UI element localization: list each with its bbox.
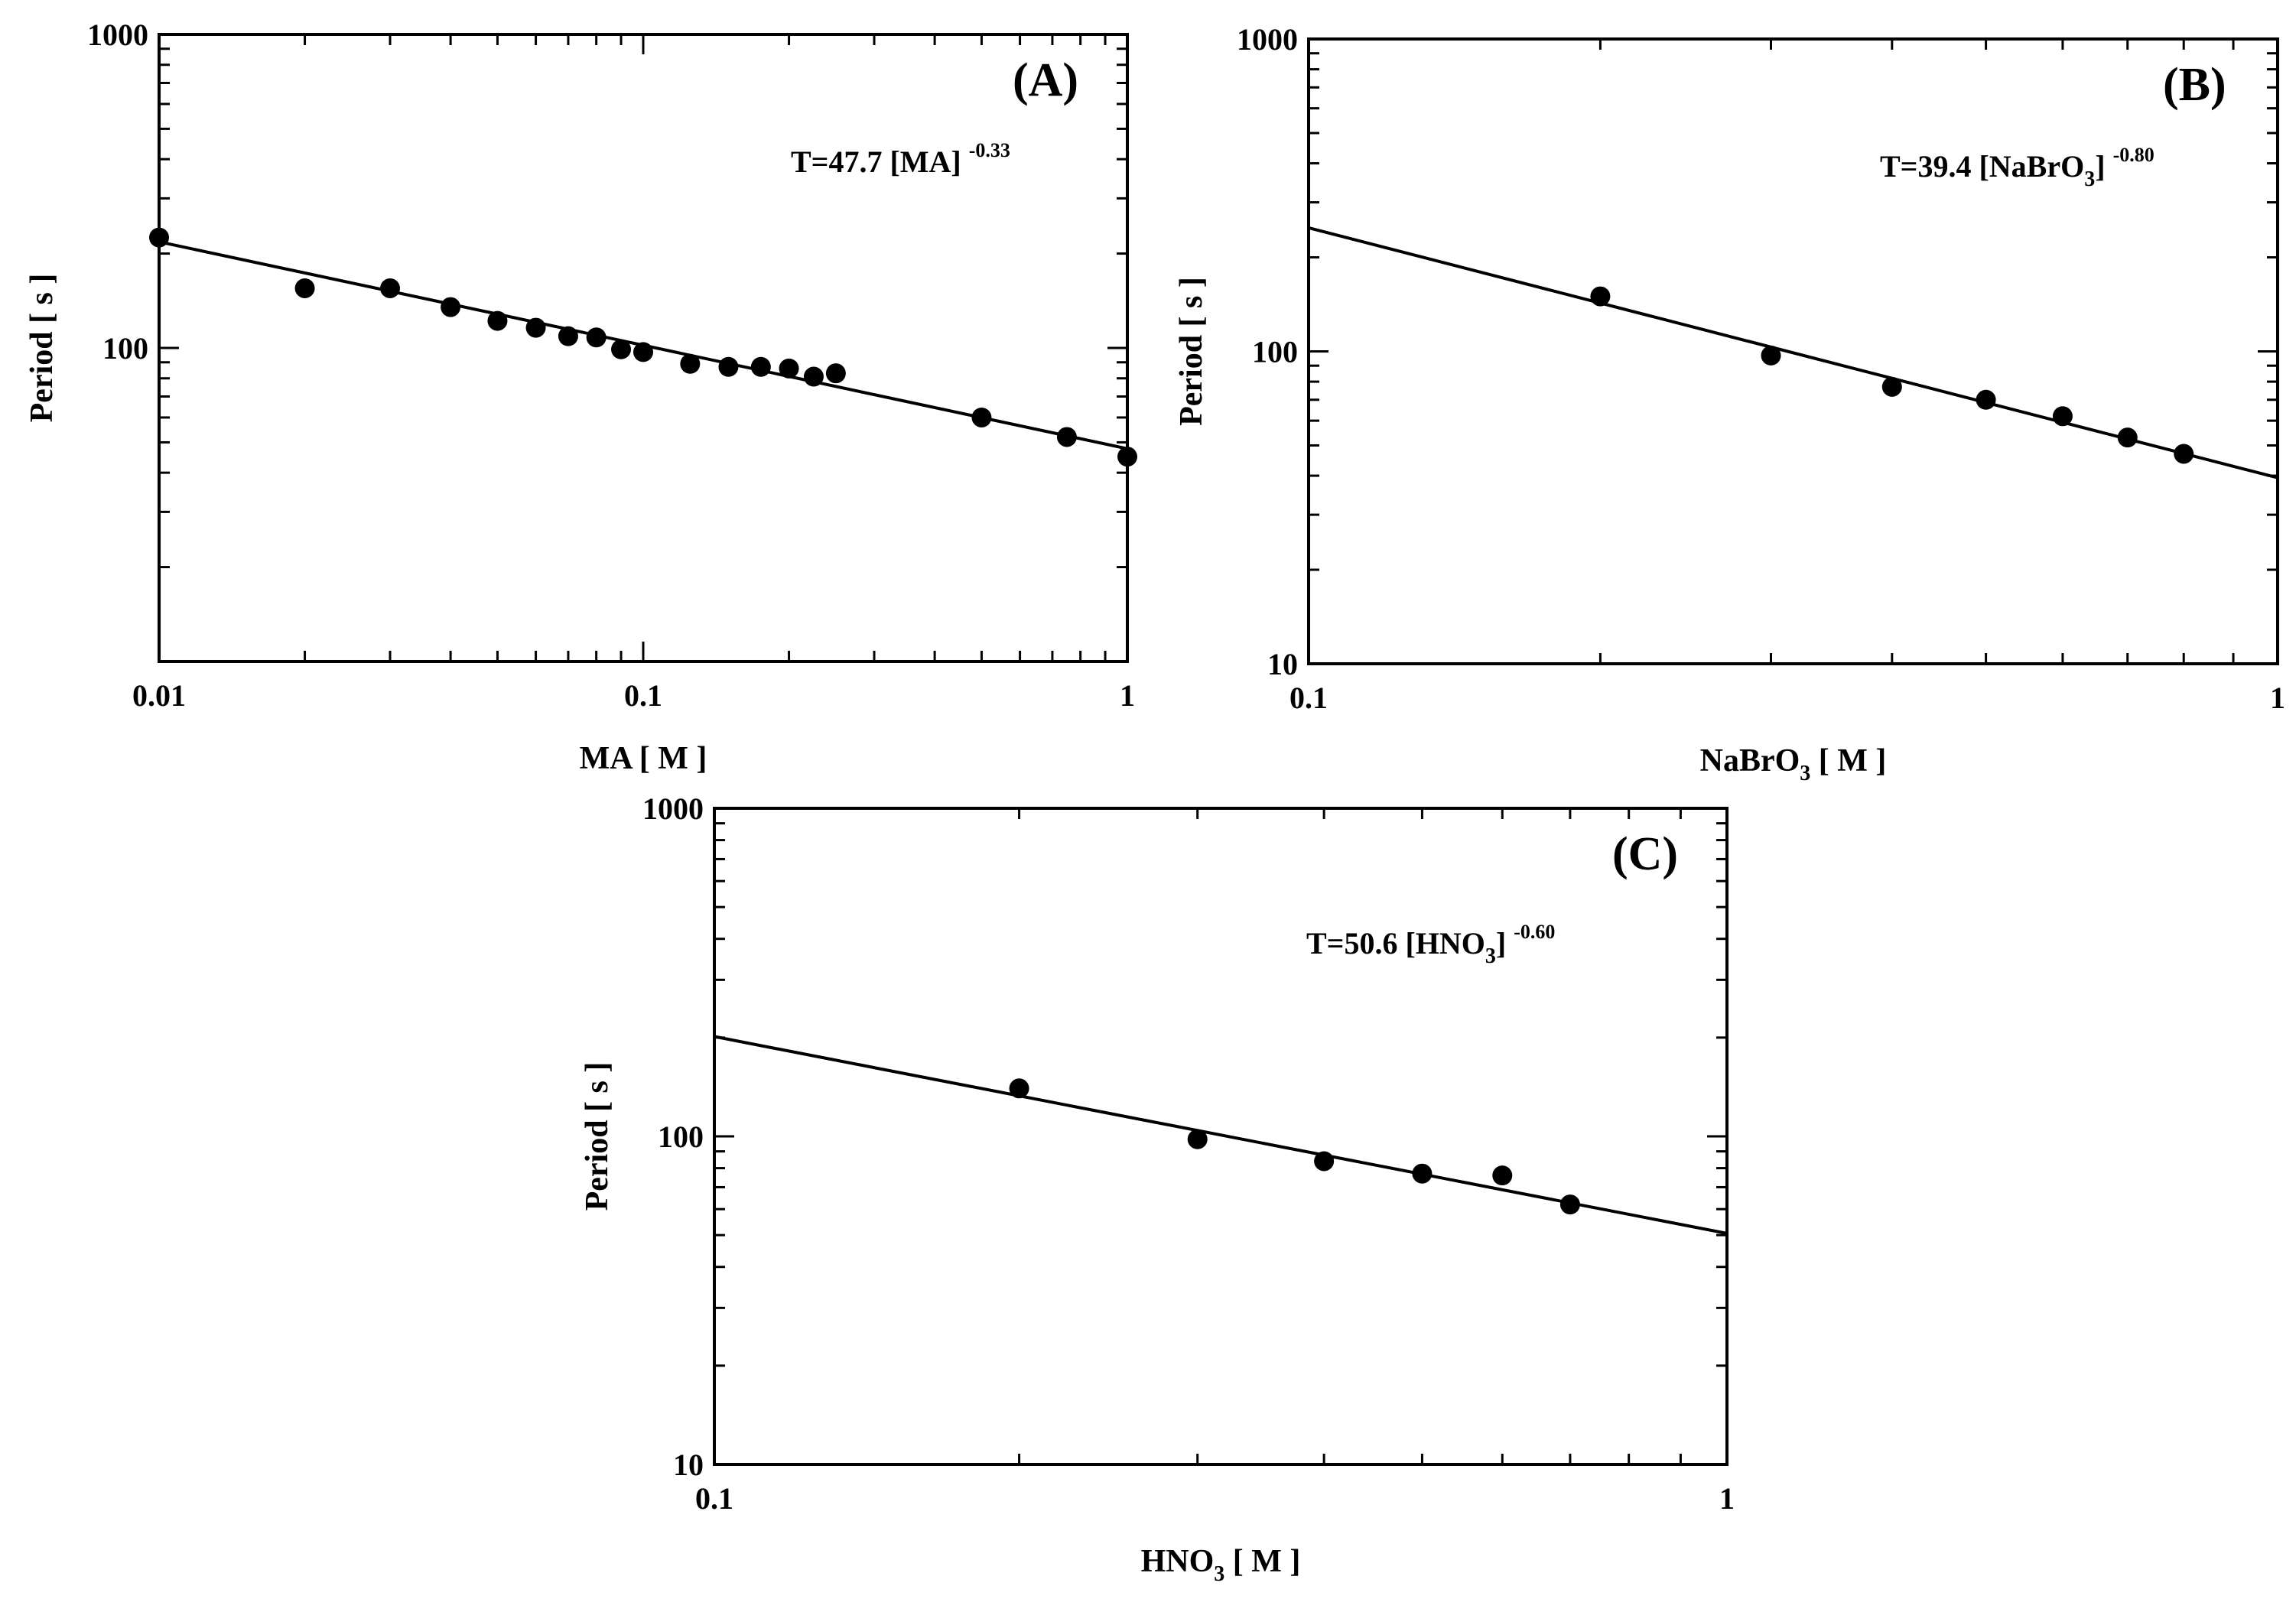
x-tick-label: 0.1	[695, 1481, 733, 1516]
y-tick-label: 10	[673, 1448, 704, 1482]
data-point	[633, 342, 653, 362]
data-point	[558, 326, 578, 346]
fit-equation: T=39.4 [NaBrO3] -0.80	[1880, 144, 2155, 191]
data-point	[1976, 389, 1996, 410]
data-point	[718, 356, 739, 377]
x-tick-label: 0.1	[624, 678, 662, 713]
y-axis-label: Period [ s ]	[580, 1062, 615, 1211]
data-point	[1881, 376, 1902, 397]
x-axis-label: MA [ M ]	[580, 741, 707, 776]
data-point	[525, 317, 546, 338]
panel-label: (C)	[1612, 828, 1678, 880]
y-tick-label: 100	[102, 331, 148, 366]
data-point	[2174, 444, 2194, 464]
fit-line	[1309, 226, 2278, 479]
data-point	[971, 407, 992, 427]
data-point	[611, 339, 632, 359]
y-tick-label: 1000	[642, 791, 704, 826]
panel-c: 0.1 1 10 100 1000 HNO3 [ M ] Period [ s ] (C) T=…	[580, 791, 1735, 1586]
data-point	[803, 366, 824, 387]
panel-b: 0.1 1 10 100 1000 NaBrO3 [ M ] Period [ s ] (B)…	[1174, 22, 2285, 785]
data-point	[586, 327, 607, 348]
fit-equation: T=50.6 [HNO3] -0.60	[1306, 921, 1555, 968]
data-point	[1590, 286, 1611, 307]
y-tick-label: 100	[658, 1120, 704, 1154]
data-point	[487, 310, 508, 331]
data-point	[779, 358, 799, 379]
data-point	[441, 297, 461, 317]
panel-label: (B)	[2163, 59, 2226, 111]
y-tick-label: 10	[1267, 647, 1298, 681]
data-point	[1492, 1165, 1513, 1186]
data-point	[2052, 406, 2073, 427]
data-point	[1559, 1194, 1580, 1215]
panel-a: 0.01 0.1 1 100 1000 MA [ M ] Period [ s ] (A)T=…	[24, 18, 1137, 776]
data-point	[825, 363, 846, 384]
data-point	[1056, 427, 1077, 447]
y-tick-label: 1000	[87, 18, 148, 52]
panel-label: (A)	[1013, 54, 1078, 106]
y-tick-label: 100	[1252, 335, 1298, 369]
y-axis-label: Period [ s ]	[24, 274, 60, 423]
y-axis-label: Period [ s ]	[1174, 277, 1209, 426]
data-point	[149, 227, 169, 248]
fit-line	[714, 1035, 1727, 1235]
x-axis-label: NaBrO3 [ M ]	[1700, 743, 1887, 785]
x-axis-label: HNO3 [ M ]	[1141, 1544, 1301, 1586]
x-tick-label: 0.1	[1289, 681, 1328, 715]
data-point	[380, 278, 401, 298]
data-point	[680, 353, 701, 374]
data-point	[1009, 1078, 1029, 1099]
x-tick-label: 1	[1120, 678, 1135, 713]
data-point	[1314, 1151, 1335, 1172]
data-point	[294, 278, 315, 298]
data-point	[1187, 1129, 1208, 1149]
data-point	[750, 356, 771, 377]
data-point	[1412, 1163, 1433, 1184]
x-tick-label: 1	[1719, 1481, 1735, 1516]
fit-equation: T=47.7 [MA] -0.33	[791, 139, 1010, 179]
data-point	[1761, 345, 1781, 366]
y-tick-label: 1000	[1237, 22, 1298, 57]
x-tick-label: 0.01	[132, 678, 186, 713]
x-tick-label: 1	[2270, 681, 2285, 715]
data-point	[2117, 427, 2138, 448]
data-point	[1117, 447, 1137, 467]
